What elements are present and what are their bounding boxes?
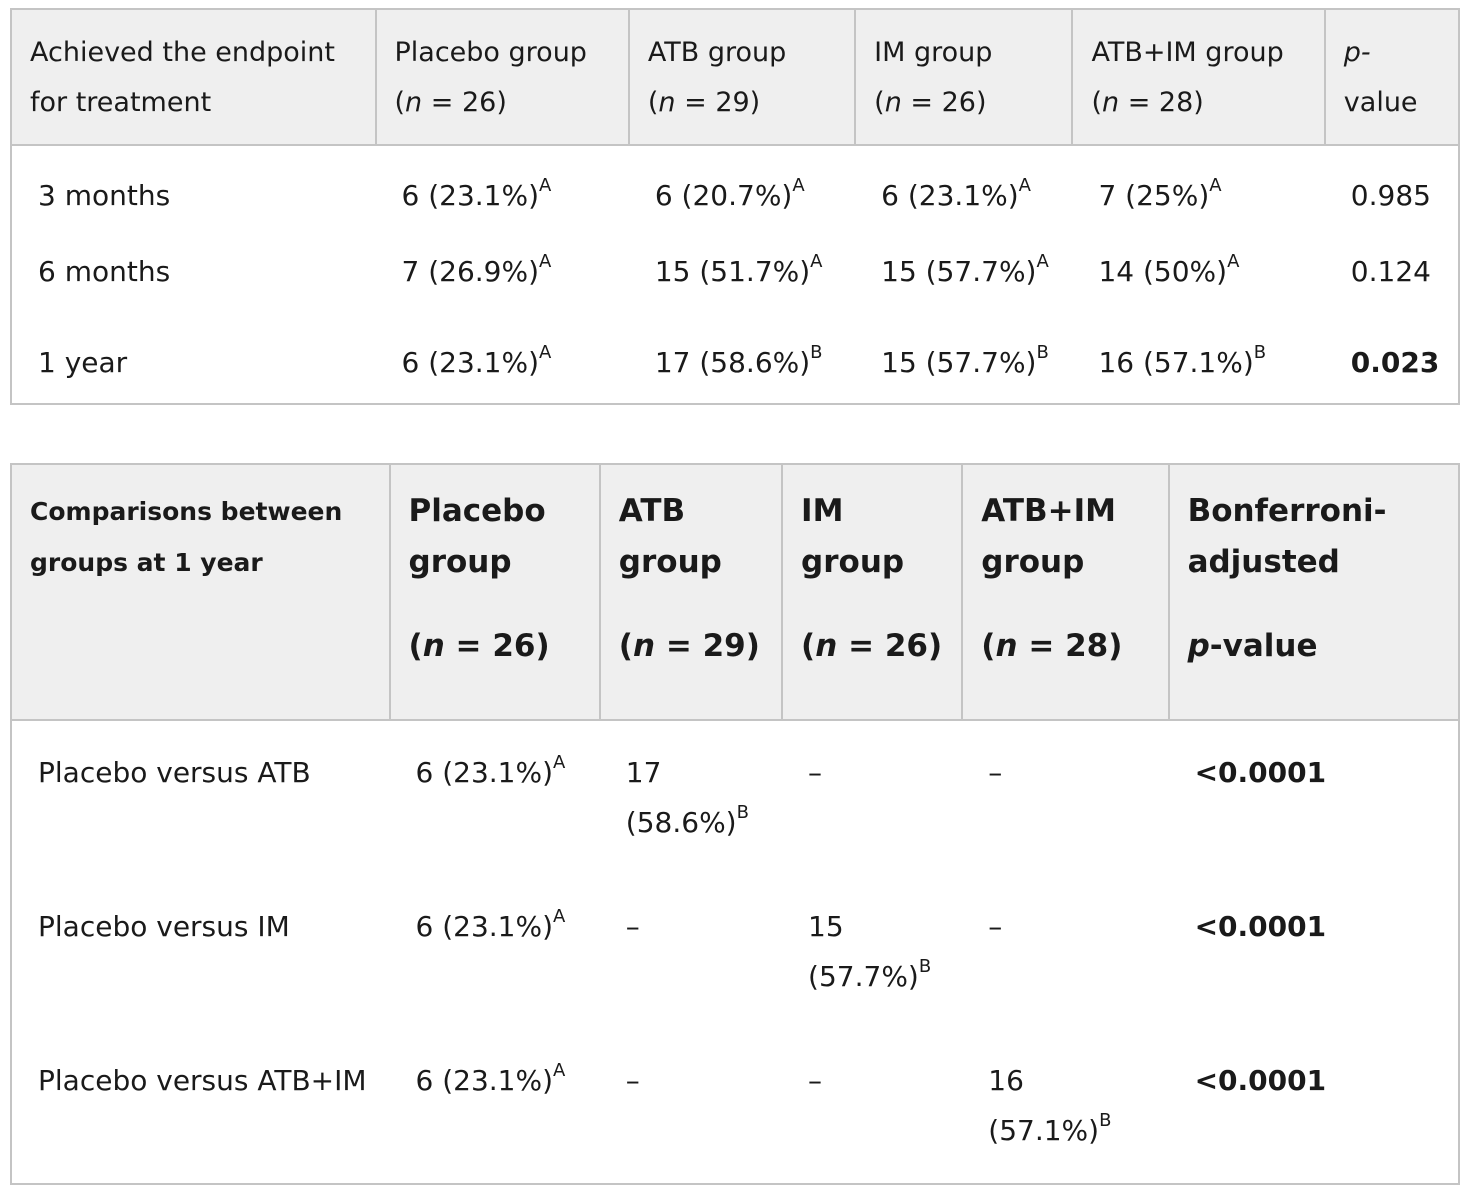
header-placebo: Placebo group (n = 26) [375,9,630,146]
header-bonferroni: Bonferroni- adjusted p-value [1168,464,1459,721]
row-label: 6 months [38,255,171,288]
cell-atb-im: 14 (50%)A [1098,250,1240,288]
cell-atb: – [625,910,640,943]
header-endpoint: Achieved the endpoint for treatment [11,9,377,146]
comparison-table: Comparisons between groups at 1 year Pla… [10,463,1460,1185]
table-row: 1 year 6 (23.1%)A 17 (58.6%)B 15 (57.7%)… [11,329,1459,404]
endpoint-table-body: 3 months 6 (23.1%)A 6 (20.7%)A 6 (23.1%)… [11,145,1459,404]
row-label: 3 months [38,179,171,212]
cell-placebo: 6 (23.1%)A [401,174,552,212]
cell-im: 15 (57.7%)B [808,910,932,993]
cell-bonferroni-p: <0.0001 [1194,1064,1327,1097]
comparison-table-body: Placebo versus ATB 6 (23.1%)A 17 (58.6%)B… [11,720,1459,1184]
cell-im: 15 (57.7%)B [881,341,1049,379]
header-atb: ATB group (n = 29) [628,9,857,146]
row-label: 1 year [38,346,128,379]
cell-p-value: 0.124 [1350,255,1431,288]
cell-placebo: 7 (26.9%)A [401,250,552,288]
endpoint-table-header: Achieved the endpoint for treatment Plac… [11,9,1459,146]
cell-im: 6 (23.1%)A [881,174,1031,212]
cell-im: 15 (57.7%)A [881,250,1049,288]
header-p-value: p- value [1324,9,1459,146]
table-row: 6 months 7 (26.9%)A 15 (51.7%)A 15 (57.7… [11,238,1459,329]
cell-p-value: 0.985 [1350,179,1431,212]
cell-atb-im: – [988,756,1003,789]
cell-atb-im: 7 (25%)A [1098,174,1222,212]
cell-atb-im: – [988,910,1003,943]
cell-placebo: 6 (23.1%)A [415,1059,566,1097]
endpoint-table: Achieved the endpoint for treatment Plac… [10,8,1460,405]
cell-bonferroni-p: <0.0001 [1194,756,1327,789]
table-row: Placebo versus IM 6 (23.1%)A – 15 (57.7%)… [11,875,1459,1029]
comparison-table-header: Comparisons between groups at 1 year Pla… [11,464,1459,721]
cell-im: – [808,756,823,789]
cell-placebo: 6 (23.1%)A [401,341,552,379]
table-row: Placebo versus ATB+IM 6 (23.1%)A – – 16(… [11,1029,1459,1184]
cell-atb-im: 16 (57.1%)B [1098,341,1267,379]
row-label: Placebo versus ATB+IM [38,1064,367,1097]
header-im: IM group (n = 26) [782,464,964,721]
cell-placebo: 6 (23.1%)A [415,905,566,943]
table-row: 3 months 6 (23.1%)A 6 (20.7%)A 6 (23.1%)… [11,145,1459,238]
cell-bonferroni-p: <0.0001 [1194,910,1327,943]
cell-atb: 17 (58.6%)B [654,341,823,379]
header-atb-im: ATB+IM group (n = 28) [1072,9,1326,146]
header-atb-im: ATB+IM group (n = 28) [962,464,1170,721]
cell-atb: 15 (51.7%)A [654,250,823,288]
row-label: Placebo versus ATB [38,756,311,789]
cell-im: – [808,1064,823,1097]
row-label: Placebo versus IM [38,910,290,943]
cell-atb: 17 (58.6%)B [625,756,749,839]
header-im: IM group (n = 26) [855,9,1074,146]
cell-atb-im: 16 (57.1%)B [988,1064,1112,1147]
cell-p-value: 0.023 [1350,346,1440,379]
header-comparisons: Comparisons between groups at 1 year [11,464,391,721]
header-atb: ATB group (n = 29) [599,464,784,721]
cell-atb: – [625,1064,640,1097]
table-row: Placebo versus ATB 6 (23.1%)A 17 (58.6%)B… [11,720,1459,875]
cell-placebo: 6 (23.1%)A [415,751,566,789]
header-placebo: Placebo group (n = 26) [389,464,601,721]
cell-atb: 6 (20.7%)A [654,174,805,212]
